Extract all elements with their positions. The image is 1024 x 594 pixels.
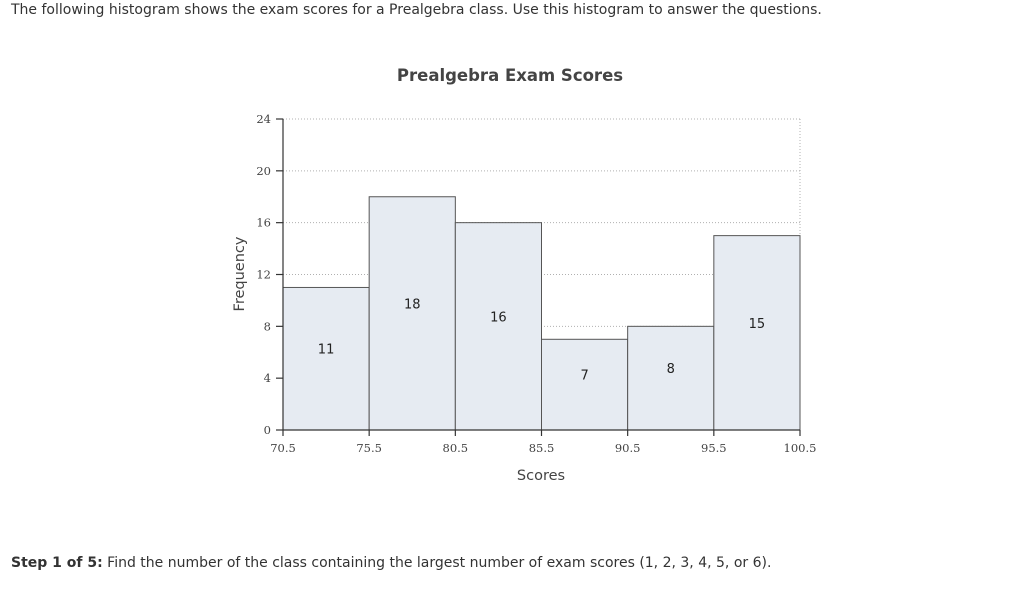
x-tick-label: 100.5 bbox=[784, 441, 817, 455]
intro-text: The following histogram shows the exam s… bbox=[11, 2, 822, 18]
chart-title: Prealgebra Exam Scores bbox=[397, 66, 623, 85]
x-tick-label: 70.5 bbox=[270, 441, 296, 455]
bars bbox=[282, 196, 801, 431]
x-tick-label: 75.5 bbox=[356, 441, 382, 455]
x-tick-label: 80.5 bbox=[443, 441, 469, 455]
x-tick-label: 85.5 bbox=[529, 441, 555, 455]
y-tick-label: 16 bbox=[256, 216, 271, 230]
question-text: Step 1 of 5: Find the number of the clas… bbox=[11, 555, 771, 571]
bar-data-label: 11 bbox=[318, 343, 335, 358]
histogram-bar bbox=[627, 325, 715, 431]
step-label: Step 1 of 5: bbox=[11, 555, 103, 571]
bar-data-label: 16 bbox=[490, 310, 507, 325]
y-axis: 0 4 8 12 16 20 24 bbox=[256, 112, 284, 437]
histogram-bar bbox=[713, 235, 801, 431]
y-tick-label: 8 bbox=[264, 319, 271, 333]
histogram-bar bbox=[454, 222, 543, 431]
x-tick-label: 90.5 bbox=[615, 441, 641, 455]
question-body: Find the number of the class containing … bbox=[102, 555, 772, 571]
y-axis-label: Frequency bbox=[232, 236, 248, 311]
x-axis: 70.5 75.5 80.5 85.5 90.5 95.5 100.5 bbox=[270, 429, 817, 455]
data-labels: 11 18 16 7 8 15 bbox=[318, 297, 765, 383]
x-axis-label: Scores bbox=[517, 468, 565, 484]
bar-data-label: 18 bbox=[404, 297, 421, 312]
histogram-bar bbox=[541, 338, 629, 431]
y-tick-label: 4 bbox=[264, 371, 271, 385]
x-tick-label: 95.5 bbox=[701, 441, 727, 455]
bar-data-label: 8 bbox=[667, 362, 675, 377]
y-tick-label: 12 bbox=[256, 268, 271, 282]
bar-data-label: 7 bbox=[580, 369, 588, 384]
bar-data-label: 15 bbox=[749, 317, 766, 332]
y-tick-label: 0 bbox=[264, 423, 271, 437]
histogram-bar bbox=[368, 196, 456, 431]
y-tick-label: 24 bbox=[256, 112, 271, 126]
y-tick-label: 20 bbox=[256, 164, 271, 178]
histogram-bar bbox=[282, 286, 370, 431]
